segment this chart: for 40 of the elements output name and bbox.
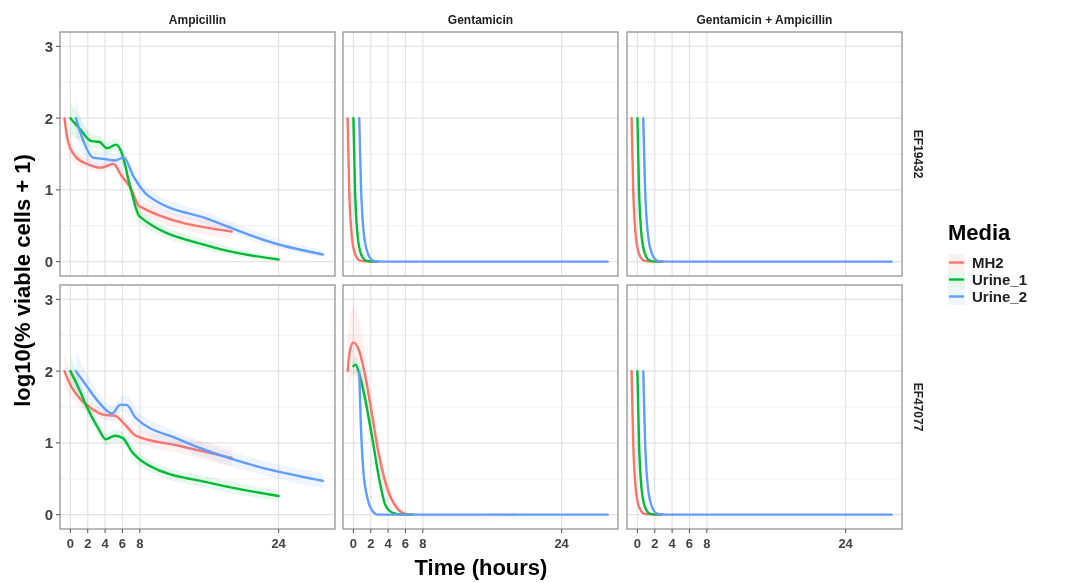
x-axis-title: Time (hours) [414,555,548,580]
x-tick-label: 2 [367,536,375,551]
x-tick-label: 8 [136,536,144,551]
x-tick-label: 8 [703,536,711,551]
y-tick-label: 0 [44,253,53,271]
x-tick-label: 4 [384,536,393,551]
y-tick-label: 0 [44,506,53,524]
y-tick-label: 3 [44,37,53,55]
x-tick-label: 8 [419,536,427,551]
text: EF19432 [911,129,925,179]
legend-title: Media [948,220,1012,245]
text: EF47077 [911,382,925,432]
y-tick-label: 3 [44,290,53,308]
chart-title: Ampicillin [168,13,227,27]
x-tick-label: 0 [349,536,358,551]
x-tick-label: 4 [101,536,110,551]
y-tick-label: 1 [44,434,53,452]
y-axis-title: log10(% viable cells + 1) [10,154,35,407]
x-tick-label: 0 [66,536,75,551]
x-tick-label: 24 [271,536,287,551]
legend-label: Urine_1 [972,270,1028,288]
line-series [63,116,233,233]
line-series [74,369,325,483]
legend-label: MH2 [972,253,1004,271]
legend-label: Urine_2 [972,287,1028,305]
y-tick-label: 2 [44,362,53,380]
x-tick-label: 6 [685,536,694,551]
x-tick-label: 6 [401,536,410,551]
chart-title: Gentamicin [447,13,514,27]
y-tick-label: 2 [44,109,53,127]
y-tick-label: 1 [44,181,53,199]
x-tick-label: 4 [668,536,677,551]
x-tick-label: 2 [84,536,92,551]
x-tick-label: 0 [633,536,642,551]
x-tick-label: 2 [651,536,659,551]
line-series [63,369,233,460]
x-tick-label: 24 [554,536,570,551]
chart-title: Gentamicin + Ampicillin [696,13,833,27]
x-tick-label: 6 [118,536,127,551]
x-tick-label: 24 [838,536,854,551]
